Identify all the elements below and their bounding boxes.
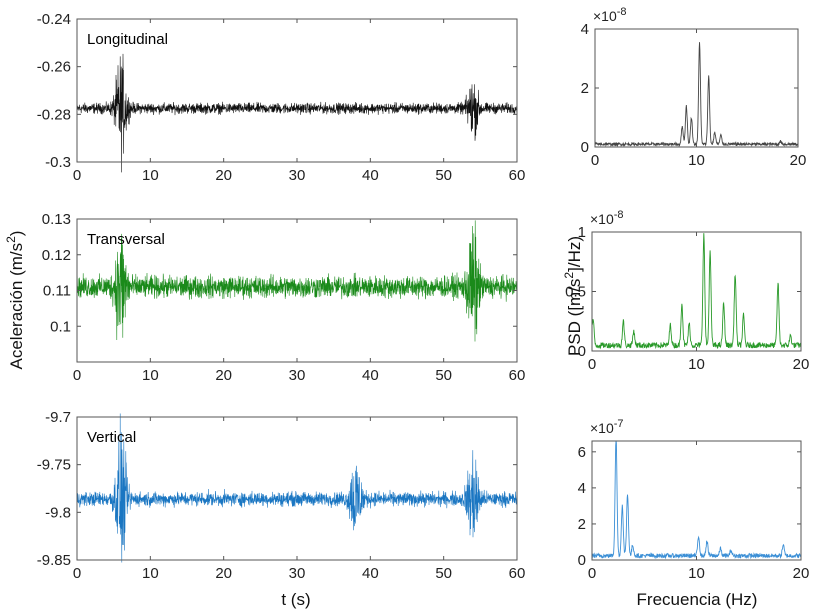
x-tick-label: 20 (790, 152, 807, 169)
x-tick-label: 50 (435, 167, 452, 184)
time-y-axis-label: Aceleración (m/s2) (4, 231, 26, 370)
plot-area (76, 18, 518, 163)
y-tick-label: 0 (578, 343, 586, 360)
panel-time-long: 0 10 20 30 40 50 60 -0.3 -0.28 -0.26 -0.24 Longitud… (37, 11, 526, 184)
x-tick-label: 0 (588, 565, 596, 582)
time-x-axis-label: t (s) (281, 590, 310, 609)
psd-y-axis-label: PSD ([m/s2]/Hz) (562, 236, 584, 356)
panel-label: Vertical (87, 429, 136, 446)
x-tick-label: 60 (509, 367, 526, 384)
series-line (591, 440, 802, 560)
y-tick-label: 0.1 (50, 318, 71, 335)
x-tick-label: 60 (509, 167, 526, 184)
y-tick-label: 2 (578, 516, 586, 533)
x-tick-label: 10 (688, 356, 705, 373)
x-tick-label: 40 (362, 367, 379, 384)
y-tick-label: 0 (581, 139, 589, 156)
x-tick-label: 50 (435, 565, 452, 582)
x-tick-label: 20 (793, 356, 810, 373)
y-tick-label: -9.75 (37, 457, 71, 474)
y-tick-label: -0.24 (37, 11, 71, 28)
x-tick-label: 10 (688, 152, 705, 169)
y-tick-label: -0.28 (37, 106, 71, 123)
x-tick-label: 10 (688, 565, 705, 582)
y-exponent-label: ×10-7 (590, 418, 624, 436)
x-tick-label: 20 (793, 565, 810, 582)
y-tick-label: 0.5 (565, 284, 586, 301)
y-tick-label: -9.8 (45, 504, 71, 521)
series-line (591, 233, 802, 350)
y-tick-label: -0.26 (37, 59, 71, 76)
x-tick-label: 0 (73, 367, 81, 384)
panel-label: Longitudinal (87, 31, 168, 48)
psd-x-axis-label: Frecuencia (Hz) (637, 590, 758, 609)
y-exponent-label: ×10-8 (593, 6, 627, 24)
panel-psd-long: 0 10 20 0 2 4×10-8 (581, 6, 807, 169)
plot-area (594, 28, 799, 148)
y-tick-label: 6 (578, 444, 586, 461)
series-line (76, 53, 518, 173)
x-tick-label: 20 (215, 167, 232, 184)
x-tick-label: 40 (362, 167, 379, 184)
panel-time-trans: 0 10 20 30 40 50 60 0.1 0.11 0.12 0.13 Transversal (42, 211, 526, 384)
y-tick-label: 0.11 (43, 283, 71, 300)
x-tick-label: 50 (435, 367, 452, 384)
y-tick-label: 2 (581, 80, 589, 97)
x-tick-label: 10 (142, 167, 159, 184)
y-tick-label: 0.13 (42, 211, 71, 228)
x-tick-label: 0 (591, 152, 599, 169)
plot-area (591, 440, 802, 561)
y-tick-label: 1 (578, 224, 586, 241)
x-tick-label: 60 (509, 565, 526, 582)
x-tick-label: 30 (289, 565, 306, 582)
x-tick-label: 20 (215, 367, 232, 384)
y-tick-label: 4 (581, 21, 589, 38)
series-line (76, 413, 518, 563)
y-tick-label: 0.12 (42, 247, 71, 264)
x-tick-label: 40 (362, 565, 379, 582)
panel-psd-trans: 0 10 20 0 0.5 1×10-8 (565, 209, 809, 373)
plot-area (591, 231, 802, 352)
y-tick-label: -0.3 (45, 154, 71, 171)
series-line (76, 220, 518, 342)
y-tick-label: 4 (578, 480, 586, 497)
y-tick-label: 0 (578, 552, 586, 569)
x-tick-label: 10 (142, 565, 159, 582)
x-tick-label: 0 (73, 167, 81, 184)
panel-time-vert: 0 10 20 30 40 50 60 -9.85 -9.8 -9.75 -9.7 Vertical (37, 409, 526, 582)
x-tick-label: 10 (142, 367, 159, 384)
x-tick-label: 0 (588, 356, 596, 373)
y-tick-label: -9.85 (37, 552, 71, 569)
panel-label: Transversal (87, 231, 165, 248)
plot-area (76, 416, 518, 561)
y-tick-label: -9.7 (45, 409, 71, 426)
x-tick-label: 30 (289, 367, 306, 384)
x-tick-label: 0 (73, 565, 81, 582)
y-exponent-label: ×10-8 (590, 209, 624, 227)
x-tick-label: 30 (289, 167, 306, 184)
x-tick-label: 20 (215, 565, 232, 582)
chart-panels: 0 10 20 30 40 50 60-0.3-0.28-0.26-0.24Longitud… (37, 6, 810, 582)
panel-psd-vert: 0 10 20 0 2 4 6×10-7 (578, 418, 810, 582)
